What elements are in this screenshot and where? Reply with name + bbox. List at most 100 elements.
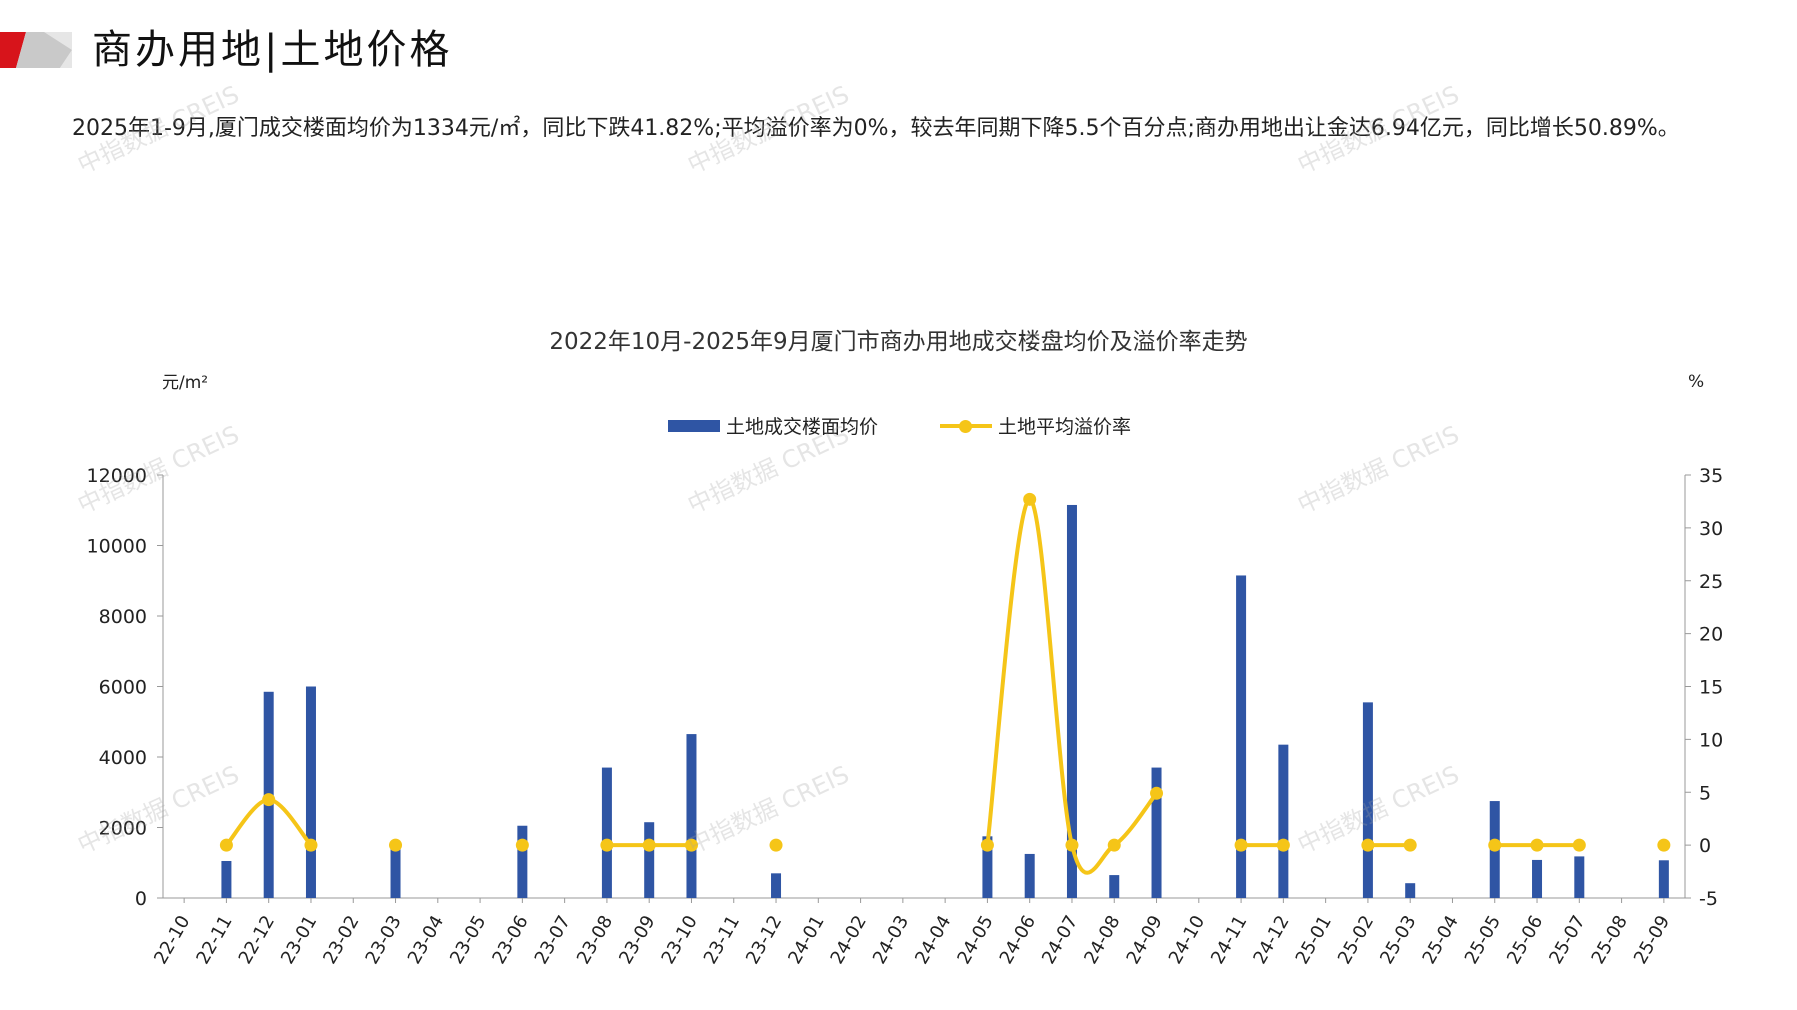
premium-point-24-12 [1276,838,1290,852]
premium-point-24-11 [1234,838,1248,852]
bar-22-11 [221,860,232,898]
x-tick-label: 24-12 [1249,912,1293,968]
left-tick-label: 6000 [99,677,147,699]
right-tick-label: 20 [1699,624,1723,646]
premium-point-24-05 [980,838,994,852]
right-tick-label: 5 [1699,782,1711,804]
bar-24-09 [1151,767,1162,898]
bar-23-10 [686,734,697,898]
bar-25-09 [1658,860,1669,898]
bar-24-07 [1066,504,1077,898]
x-tick-label: 23-05 [446,912,490,968]
premium-point-23-09 [642,838,656,852]
x-tick-label: 22-12 [235,912,279,968]
left-axis-unit: 元/m² [162,373,209,393]
right-tick-label: 30 [1699,518,1723,540]
x-tick-label: 23-02 [319,912,363,968]
premium-point-23-01 [304,838,318,852]
bar-24-11 [1236,575,1247,898]
premium-point-24-07 [1065,838,1079,852]
premium-point-25-09 [1657,838,1671,852]
brand-logo-icon [0,32,72,68]
premium-point-23-03 [389,838,403,852]
left-tick-label: 0 [135,888,147,910]
premium-point-25-06 [1530,838,1544,852]
premium-point-25-05 [1488,838,1502,852]
summary-text: 2025年1-9月,厦门成交楼面均价为1334元/㎡，同比下跌41.82%;平均… [72,116,1680,141]
premium-point-24-09 [1150,786,1164,800]
bar-24-08 [1109,875,1120,898]
right-tick-label: -5 [1699,888,1718,910]
bar-24-12 [1278,744,1289,898]
right-tick-label: 15 [1699,677,1723,699]
x-tick-label: 23-01 [277,912,321,968]
page-header: 商办用地|土地价格 [0,20,900,80]
x-tick-label: 24-07 [1038,912,1082,968]
x-tick-label: 23-10 [657,912,701,968]
premium-point-25-03 [1403,838,1417,852]
x-tick-label: 24-08 [1080,912,1124,968]
x-tick-label: 23-12 [742,912,786,968]
bar-25-02 [1362,702,1373,898]
right-tick-label: 35 [1699,465,1723,487]
right-tick-label: 0 [1699,835,1711,857]
left-tick-label: 2000 [99,818,147,840]
x-tick-label: 25-02 [1334,912,1378,968]
x-tick-label: 24-02 [827,912,871,968]
premium-point-23-10 [684,838,698,852]
x-tick-label: 25-04 [1418,912,1462,968]
x-tick-label: 25-07 [1545,912,1589,968]
premium-point-24-08 [1107,838,1121,852]
page-title: 商办用地|土地价格 [92,27,453,73]
x-tick-label: 23-06 [488,912,532,968]
bar-23-08 [601,767,612,898]
x-tick-label: 24-11 [1207,912,1251,968]
bar-25-07 [1574,856,1585,898]
x-tick-label: 25-06 [1503,912,1547,968]
right-tick-label: 25 [1699,571,1723,593]
x-tick-label: 24-04 [911,912,955,968]
bar-23-06 [517,825,528,898]
x-tick-label: 22-10 [150,912,194,968]
right-axis-unit: % [1688,372,1705,392]
x-tick-label: 23-03 [362,912,406,968]
x-tick-label: 24-10 [1165,912,1209,968]
bar-23-09 [644,822,655,898]
x-tick-label: 25-08 [1588,912,1632,968]
premium-point-23-08 [600,838,614,852]
premium-point-25-07 [1572,838,1586,852]
x-tick-label: 25-05 [1461,912,1505,968]
x-tick-label: 24-01 [784,912,828,968]
x-tick-label: 23-08 [573,912,617,968]
x-tick-label: 25-09 [1630,912,1674,968]
legend-item-price[interactable]: 土地成交楼面均价 [668,412,878,439]
left-tick-label: 4000 [99,747,147,769]
premium-point-23-06 [515,838,529,852]
chart-title: 2022年10月-2025年9月厦门市商办用地成交楼盘均价及溢价率走势 [549,329,1248,355]
left-tick-label: 12000 [87,465,147,487]
bar-23-01 [305,686,316,898]
x-tick-label: 22-11 [192,912,236,968]
premium-point-23-12 [769,838,783,852]
x-tick-label: 25-03 [1376,912,1420,968]
x-tick-label: 23-04 [404,912,448,968]
x-tick-label: 23-07 [531,912,575,968]
bar-23-12 [771,873,782,898]
x-tick-label: 24-03 [869,912,913,968]
legend-item-premium[interactable]: 土地平均溢价率 [940,412,1131,439]
x-tick-label: 23-11 [700,912,744,968]
x-tick-label: 24-05 [953,912,997,968]
x-tick-label: 23-09 [615,912,659,968]
left-tick-label: 10000 [87,536,147,558]
bar-24-06 [1024,853,1035,898]
legend-bar-swatch [668,419,720,432]
legend-label-premium: 土地平均溢价率 [998,416,1132,438]
bar-23-03 [390,846,401,898]
left-tick-label: 8000 [99,606,147,628]
bar-24-05 [982,836,993,898]
premium-point-22-12 [262,793,276,807]
x-tick-label: 25-01 [1292,912,1336,968]
x-tick-label: 24-09 [1123,912,1167,968]
x-tick-label: 24-06 [996,912,1040,968]
